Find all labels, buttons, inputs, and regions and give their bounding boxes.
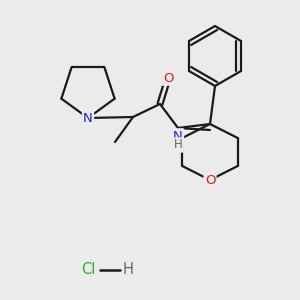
Text: H: H (174, 139, 182, 152)
Text: N: N (83, 112, 93, 124)
Text: O: O (163, 71, 173, 85)
Text: H: H (123, 262, 134, 278)
Text: Cl: Cl (81, 262, 95, 278)
Text: O: O (205, 173, 215, 187)
Text: N: N (173, 130, 183, 142)
